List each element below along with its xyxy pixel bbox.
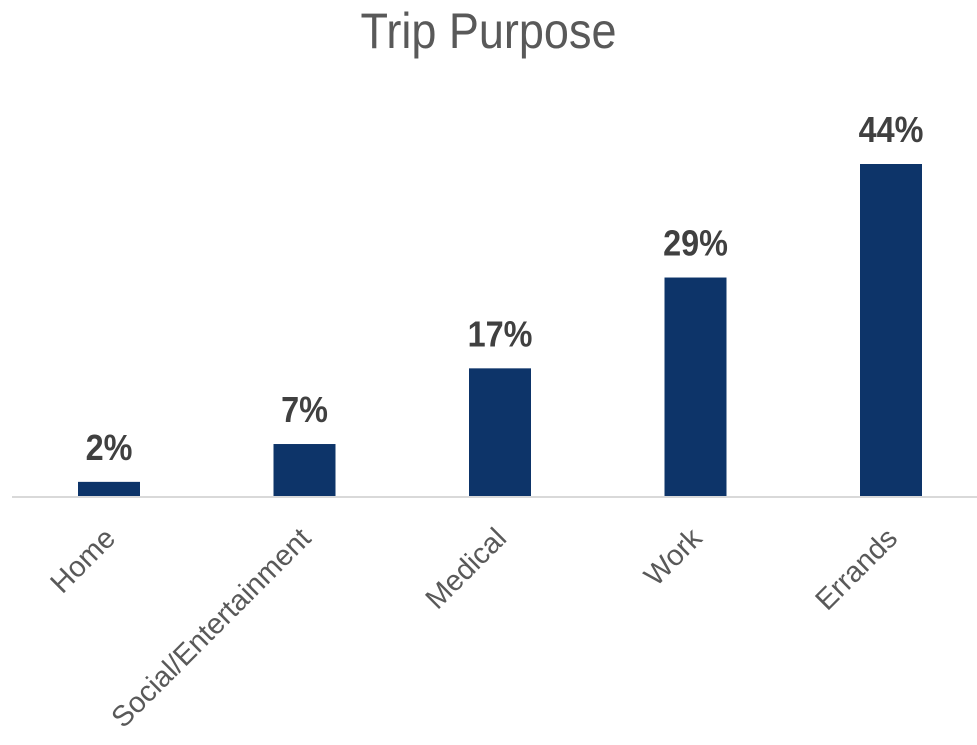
bar-home [78,481,140,497]
bar-work [664,277,727,497]
category-label: Home [45,522,122,599]
bar-social-entertainment [273,444,336,497]
category-label: Medical [420,522,513,615]
data-label: 2% [86,428,133,468]
data-label: 17% [468,315,533,355]
bars-group [78,164,922,497]
bar-medical [469,368,531,497]
data-labels-group: 2% 7% 17% 29% 44% [86,110,924,468]
bar-errands [860,164,922,497]
category-label: Errands [810,522,904,616]
data-label: 44% [859,110,924,150]
data-label: 7% [281,390,328,430]
chart-title: Trip Purpose [360,3,617,59]
data-label: 29% [663,224,728,264]
category-label: Social/Entertainment [106,522,318,734]
category-label: Work [638,522,708,592]
